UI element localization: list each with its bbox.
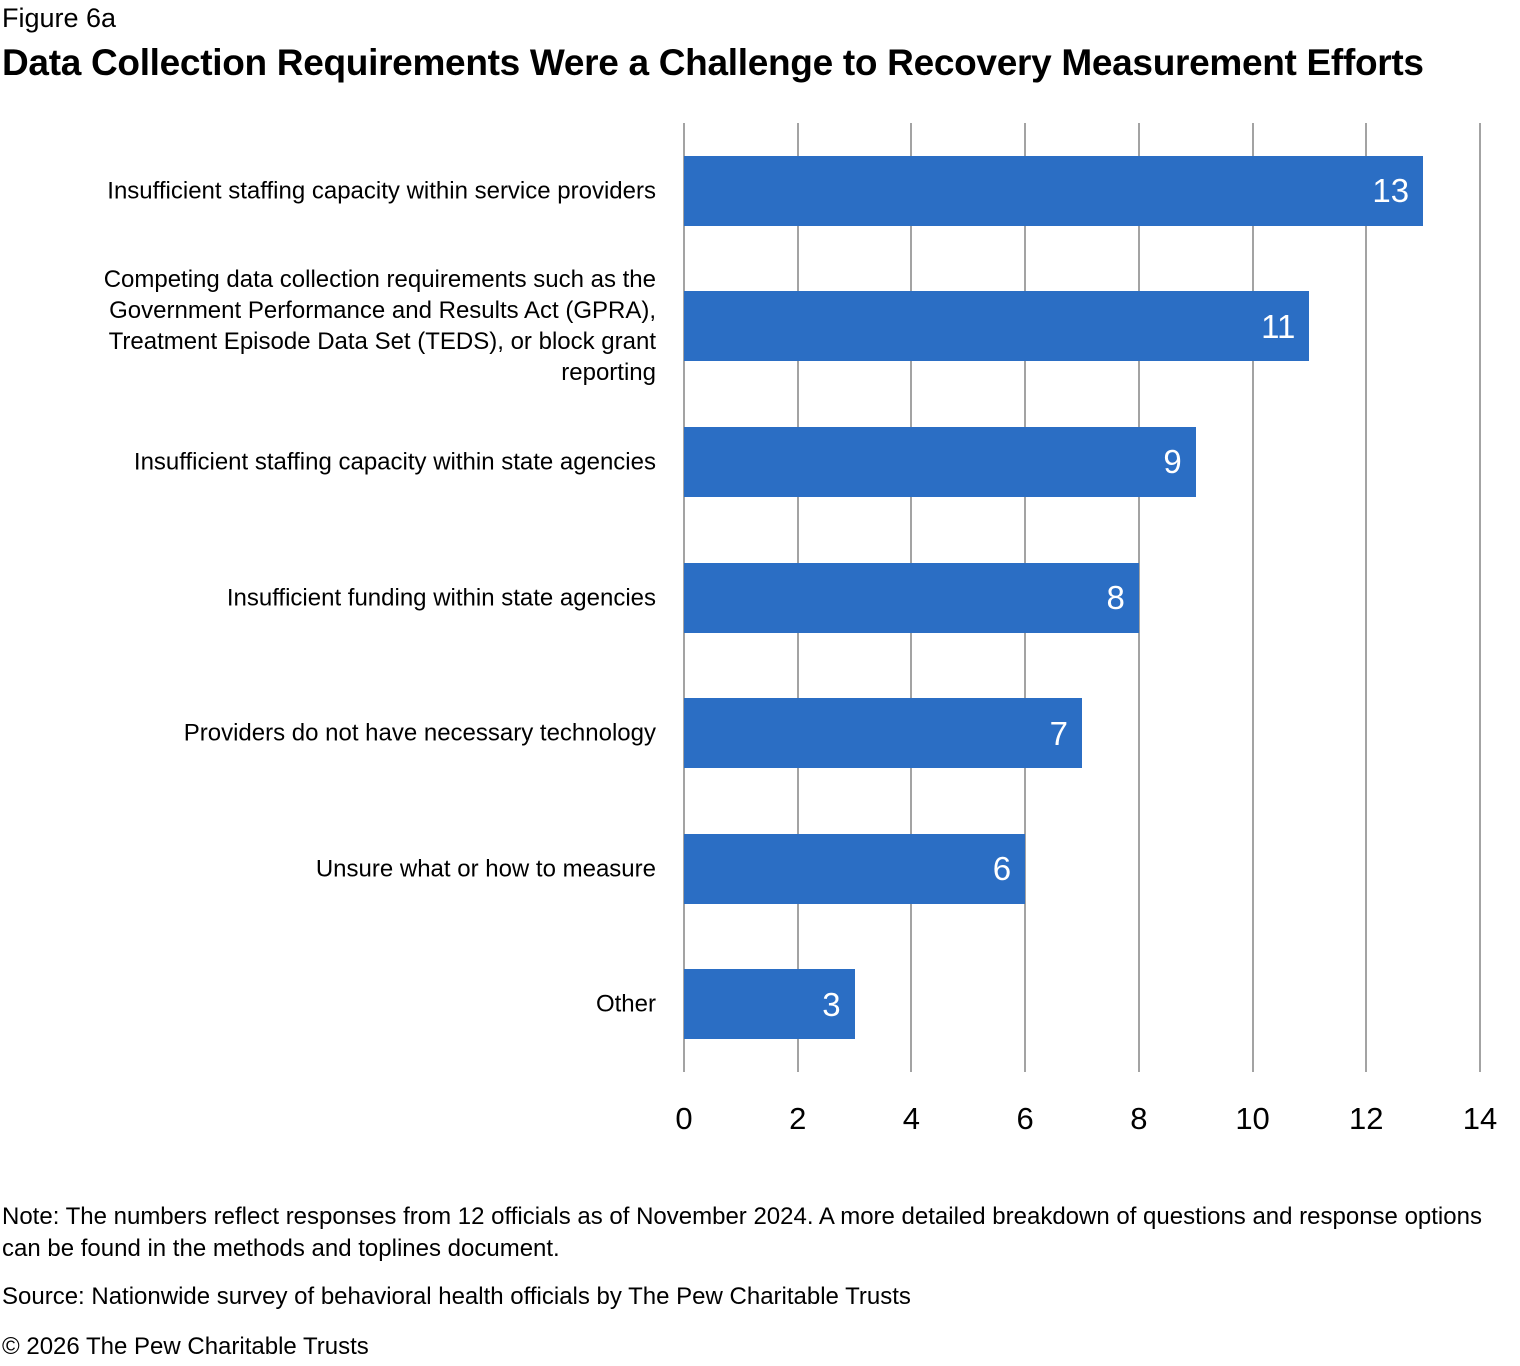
x-tick-label: 6 xyxy=(1016,1101,1034,1136)
gridline xyxy=(1137,123,1140,1072)
gridline xyxy=(1479,123,1481,1072)
bar-value-label: 8 xyxy=(1106,579,1125,616)
x-tick-label: 10 xyxy=(1235,1101,1270,1136)
bar-chart: Insufficient staffing capacity within se… xyxy=(6,123,1497,1141)
page-title: Data Collection Requirements Were a Chal… xyxy=(2,42,1424,83)
bar-value-label: 3 xyxy=(822,985,841,1023)
figure-label: Figure 6a xyxy=(2,3,117,33)
category-label: Unsure what or how to measure xyxy=(315,855,656,883)
x-tick-label: 2 xyxy=(789,1101,807,1136)
category-labels: Insufficient staffing capacity within se… xyxy=(6,123,656,1072)
bar: 8 xyxy=(684,562,1139,633)
bar-value-label: 6 xyxy=(992,850,1012,888)
bar: 9 xyxy=(684,426,1196,497)
x-tick-label: 4 xyxy=(902,1101,921,1136)
bar: 3 xyxy=(684,969,855,1040)
copyright-text: © 2026 The Pew Charitable Trusts xyxy=(2,1333,369,1360)
plot-area: 13 11 9 8 7 6 3 xyxy=(683,123,1481,1072)
category-label: Insufficient funding within state agenci… xyxy=(226,584,656,611)
bar: 7 xyxy=(684,698,1082,769)
bar: 11 xyxy=(684,291,1310,362)
bar: 6 xyxy=(684,833,1026,904)
bar: 13 xyxy=(684,155,1424,226)
category-label: Insufficient staffing capacity within se… xyxy=(107,177,656,205)
bar-value-label: 7 xyxy=(1049,714,1068,752)
x-tick-label: 12 xyxy=(1349,1101,1384,1136)
bar-value-label: 11 xyxy=(1261,307,1296,345)
x-tick-label: 0 xyxy=(675,1101,693,1136)
x-tick-label: 14 xyxy=(1462,1101,1498,1136)
x-axis: 0 2 4 6 8 10 12 14 xyxy=(675,1101,1497,1141)
note-text: Note: The numbers reflect responses from… xyxy=(2,1203,1482,1262)
gridline xyxy=(1251,123,1254,1072)
category-label: Other xyxy=(595,990,656,1018)
bar-value-label: 13 xyxy=(1372,172,1410,210)
category-label: Competing data collection requirements s… xyxy=(103,266,656,387)
x-tick-label: 8 xyxy=(1130,1101,1148,1136)
category-label: Providers do not have necessary technolo… xyxy=(183,719,656,747)
source-text: Source: Nationwide survey of behavioral … xyxy=(2,1283,911,1310)
bar-value-label: 9 xyxy=(1163,443,1182,481)
category-label: Insufficient staffing capacity within st… xyxy=(133,448,656,476)
gridline xyxy=(1365,123,1368,1072)
